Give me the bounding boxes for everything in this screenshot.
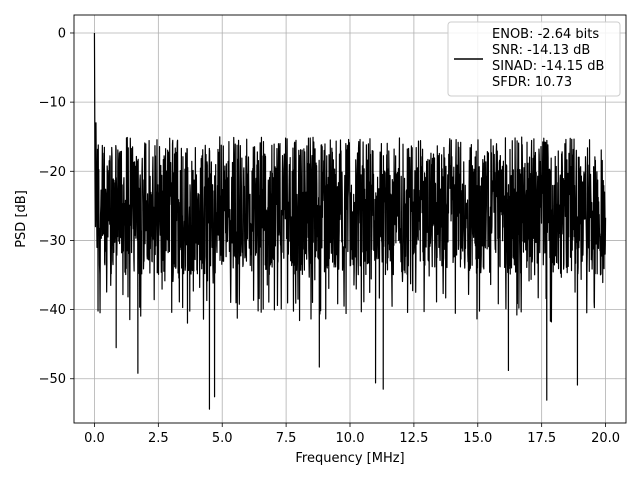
x-tick-label: 2.5 (148, 431, 169, 446)
x-tick-label: 0.0 (84, 431, 105, 446)
legend-sinad: SINAD: -14.15 dB (492, 59, 604, 74)
y-axis-label: PSD [dB] (14, 190, 29, 248)
y-axis-ticks: 0 −10 −20 −30 −40 −50 (39, 26, 74, 387)
y-tick-label: −40 (39, 303, 66, 318)
x-tick-label: 7.5 (276, 431, 297, 446)
x-tick-label: 12.5 (399, 431, 428, 446)
legend-enob: ENOB: -2.64 bits (492, 27, 599, 42)
y-tick-label: −50 (39, 372, 66, 387)
y-tick-label: −30 (39, 234, 66, 249)
x-tick-label: 15.0 (463, 431, 492, 446)
x-tick-label: 20.0 (591, 431, 620, 446)
legend-sfdr: SFDR: 10.73 (492, 75, 572, 90)
y-tick-label: −10 (39, 96, 66, 111)
y-tick-label: −20 (39, 165, 66, 180)
psd-series (93, 32, 607, 410)
x-tick-label: 5.0 (212, 431, 233, 446)
legend: ENOB: -2.64 bits SNR: -14.13 dB SINAD: -… (447, 21, 621, 97)
x-axis-label: Frequency [MHz] (295, 451, 404, 466)
x-tick-label: 17.5 (527, 431, 556, 446)
y-tick-label: 0 (58, 26, 66, 41)
legend-snr: SNR: -14.13 dB (492, 43, 590, 58)
x-axis-ticks: 0.0 2.5 5.0 7.5 10.0 12.5 15.0 17.5 20.0 (84, 423, 620, 446)
psd-line (93, 32, 607, 410)
x-tick-label: 10.0 (336, 431, 365, 446)
legend-box (447, 21, 621, 97)
